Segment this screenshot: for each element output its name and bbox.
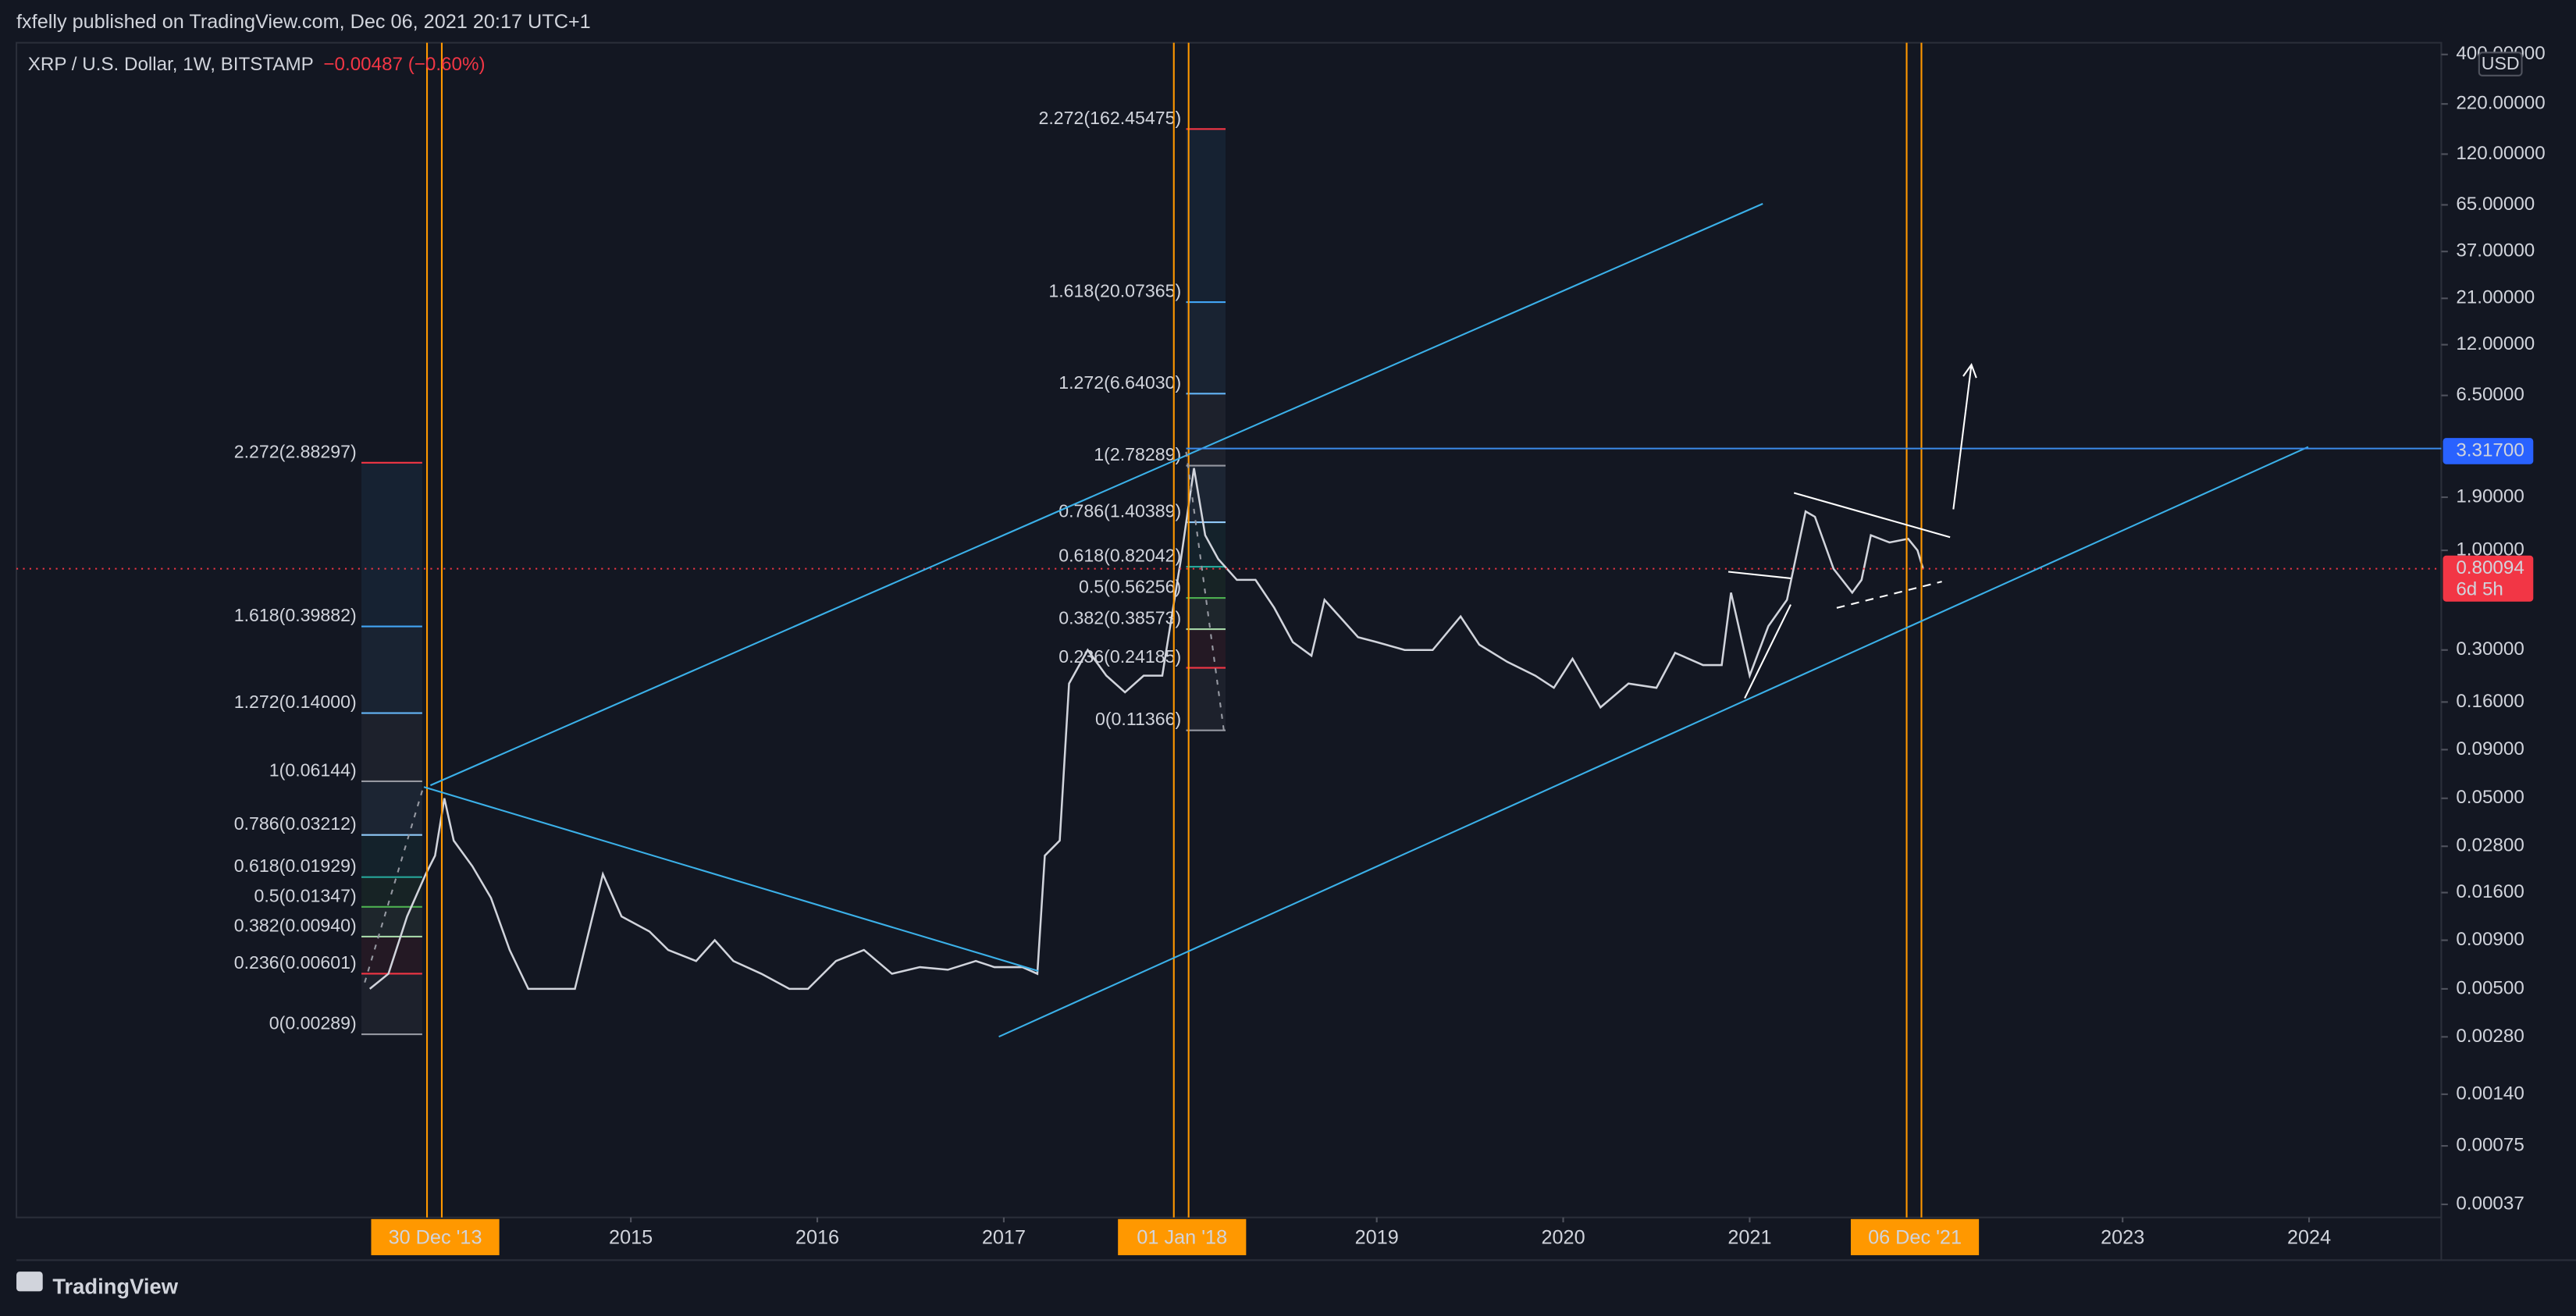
y-tick-label: 37.00000 — [2456, 240, 2535, 261]
fib-label: 0.786(1.40389) — [1059, 501, 1181, 521]
fib-label: 0.5(0.01347) — [254, 885, 356, 905]
fib-label: 0.382(0.38573) — [1059, 608, 1181, 628]
fib-label: 0(0.00289) — [269, 1013, 357, 1033]
fib-label: 2.272(2.88297) — [234, 441, 357, 461]
fib-label: 0.382(0.00940) — [234, 915, 357, 935]
x-tick-label: 2023 — [2101, 1227, 2144, 1249]
fib-label: 1(0.06144) — [269, 759, 357, 780]
x-tick-label: 2019 — [1355, 1227, 1399, 1249]
trend-line — [423, 786, 1039, 972]
x-tick-label: 2016 — [795, 1227, 839, 1249]
fib-label: 0.236(0.24185) — [1059, 646, 1181, 667]
fib-zone — [1186, 629, 1226, 668]
fib-zone — [361, 834, 422, 877]
price-label-box — [2443, 555, 2534, 602]
fib-zone — [1186, 393, 1226, 466]
fib-label: 1.272(6.64030) — [1059, 372, 1181, 393]
wedge-line — [1836, 581, 1942, 609]
currency-label: USD — [2482, 53, 2520, 73]
fib-label: 0(0.11366) — [1095, 709, 1181, 729]
x-marker-label: 30 Dec '13 — [389, 1227, 482, 1249]
price-line — [368, 468, 1924, 991]
x-marker-box — [1850, 1218, 1980, 1256]
fib-label: 0.618(0.01929) — [234, 855, 357, 876]
x-tick-label: 2015 — [609, 1227, 653, 1249]
wedge-line — [1793, 492, 1951, 539]
x-marker-label: 06 Dec '21 — [1868, 1227, 1962, 1249]
price-label: 0.80094 — [2456, 557, 2524, 578]
arrow-head — [1962, 363, 1977, 379]
fib-trend-line — [1185, 451, 1225, 731]
y-tick-label: 0.30000 — [2456, 638, 2524, 660]
y-tick-label: 0.00140 — [2456, 1083, 2524, 1104]
brand-logo — [16, 1272, 43, 1292]
currency-box — [2478, 52, 2523, 76]
fib-label: 0.786(0.03212) — [234, 813, 357, 834]
fib-label: 1.618(20.07365) — [1048, 281, 1181, 301]
countdown-label: 6d 5h — [2456, 578, 2503, 599]
fib-zone — [361, 973, 422, 1035]
triangle-line — [1727, 571, 1791, 579]
fib-zone — [1186, 667, 1226, 731]
drawings — [364, 203, 2442, 1038]
fib-zone — [1186, 302, 1226, 394]
y-tick-label: 6.50000 — [2456, 384, 2524, 405]
y-tick-label: 12.00000 — [2456, 333, 2535, 354]
y-tick-label: 0.00075 — [2456, 1134, 2524, 1155]
y-tick-label: 0.01600 — [2456, 881, 2524, 902]
x-tick-label: 2020 — [1541, 1227, 1585, 1249]
fib-label: 0.618(0.82042) — [1059, 546, 1181, 566]
fib-zone — [361, 906, 422, 937]
brand-name: TradingView — [52, 1274, 178, 1298]
y-tick-label: 0.00280 — [2456, 1026, 2524, 1047]
fib-label: 1.272(0.14000) — [234, 692, 357, 712]
x-tick-label: 2017 — [982, 1227, 1026, 1249]
symbol-title: XRP / U.S. Dollar, 1W, BITSTAMP — [28, 55, 314, 76]
price-label-box — [2443, 438, 2534, 464]
fib-zone — [1186, 129, 1226, 303]
fib-zone — [361, 462, 422, 627]
fib-zone — [361, 936, 422, 974]
header-bar — [0, 0, 2576, 41]
x-tick-label: 2021 — [1727, 1227, 1771, 1249]
fib-zone — [361, 713, 422, 781]
x-marker-label: 01 Jan '18 — [1137, 1227, 1227, 1249]
x-tick-label: 2024 — [2287, 1227, 2331, 1249]
fib-zone — [1186, 465, 1226, 523]
price-label: 3.31700 — [2456, 439, 2524, 461]
triangle-line — [1744, 604, 1791, 699]
y-tick-label: 0.02800 — [2456, 835, 2524, 856]
y-tick-label: 0.00500 — [2456, 977, 2524, 998]
x-marker-box — [1118, 1218, 1247, 1256]
x-marker-box — [371, 1218, 500, 1256]
symbol-line: XRP / U.S. Dollar, 1W, BITSTAMP −0.00487 … — [28, 55, 486, 76]
fib-label: 0.5(0.56256) — [1079, 577, 1181, 597]
y-tick-label: 1.90000 — [2456, 485, 2524, 507]
fib-zone — [361, 626, 422, 713]
y-tick-label: 0.05000 — [2456, 787, 2524, 808]
y-tick-label: 0.16000 — [2456, 691, 2524, 712]
y-tick-label: 0.09000 — [2456, 738, 2524, 759]
y-tick-label: 0.00037 — [2456, 1193, 2524, 1214]
y-tick-label: 220.00000 — [2456, 93, 2545, 114]
y-tick-label: 120.00000 — [2456, 143, 2545, 164]
fib-zone — [361, 781, 422, 835]
publisher-text: fxfelly published on TradingView.com, De… — [16, 11, 591, 33]
channel-lower — [998, 446, 2309, 1038]
fib-label: 1(2.78289) — [1094, 444, 1181, 464]
fib-label: 0.236(0.00601) — [234, 952, 357, 973]
y-tick-label: 65.00000 — [2456, 194, 2535, 215]
y-tick-label: 21.00000 — [2456, 287, 2535, 308]
fib-label: 2.272(162.45475) — [1038, 108, 1181, 128]
symbol-change: −0.00487 (−0.60%) — [323, 55, 485, 76]
fib-label: 1.618(0.39882) — [234, 605, 357, 625]
y-tick-label: 0.00900 — [2456, 929, 2524, 950]
channel-upper — [429, 203, 1763, 787]
arrow-line — [1952, 365, 1973, 510]
